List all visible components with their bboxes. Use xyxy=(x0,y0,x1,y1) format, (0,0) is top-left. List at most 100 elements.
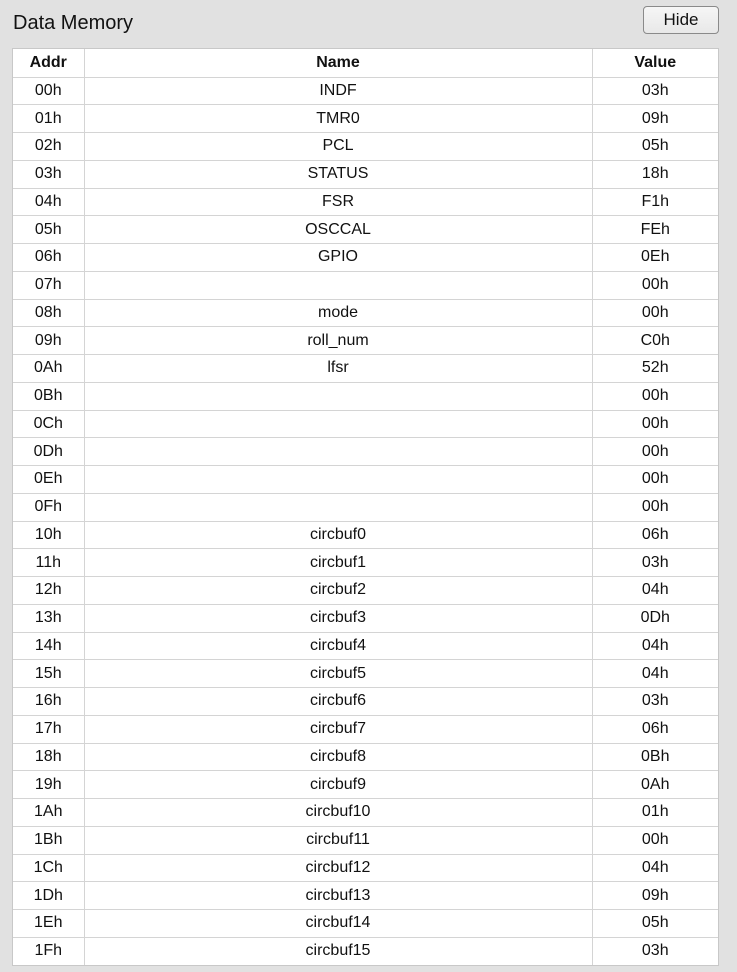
table-row[interactable]: 0Fh 00h xyxy=(13,493,718,522)
addr-cell: 1Eh xyxy=(13,909,84,938)
value-cell[interactable]: 00h xyxy=(591,382,718,411)
table-row[interactable]: 17h circbuf7 06h xyxy=(13,715,718,744)
table-header-row: Addr Name Value xyxy=(13,49,718,78)
value-cell[interactable]: 05h xyxy=(591,909,718,938)
table-row[interactable]: 0Eh 00h xyxy=(13,465,718,494)
name-cell: circbuf6 xyxy=(83,687,592,716)
table-row[interactable]: 0Dh 00h xyxy=(13,437,718,466)
table-row[interactable]: 12h circbuf2 04h xyxy=(13,576,718,605)
addr-cell: 11h xyxy=(13,548,84,577)
value-cell[interactable]: 0Ah xyxy=(591,770,718,799)
value-cell[interactable]: 06h xyxy=(591,521,718,550)
name-cell xyxy=(83,493,592,522)
addr-cell: 13h xyxy=(13,604,84,633)
table-row[interactable]: 00h INDF 03h xyxy=(13,77,718,106)
name-cell xyxy=(83,437,592,466)
table-row[interactable]: 02h PCL 05h xyxy=(13,132,718,161)
value-cell[interactable]: 01h xyxy=(591,798,718,827)
addr-cell: 09h xyxy=(13,326,84,355)
table-row[interactable]: 0Bh 00h xyxy=(13,382,718,411)
value-cell[interactable]: 00h xyxy=(591,493,718,522)
value-cell[interactable]: 09h xyxy=(591,881,718,910)
table-row[interactable]: 1Ah circbuf10 01h xyxy=(13,798,718,827)
name-cell: GPIO xyxy=(83,243,592,272)
value-cell[interactable]: 03h xyxy=(591,77,718,106)
table-row[interactable]: 19h circbuf9 0Ah xyxy=(13,770,718,799)
name-cell: circbuf13 xyxy=(83,881,592,910)
value-cell[interactable]: 0Bh xyxy=(591,743,718,772)
table-row[interactable]: 06h GPIO 0Eh xyxy=(13,243,718,272)
table-row[interactable]: 04h FSR F1h xyxy=(13,188,718,217)
value-cell[interactable]: 09h xyxy=(591,104,718,133)
value-cell[interactable]: 04h xyxy=(591,632,718,661)
value-cell[interactable]: 00h xyxy=(591,437,718,466)
table-row[interactable]: 15h circbuf5 04h xyxy=(13,659,718,688)
addr-cell: 03h xyxy=(13,160,84,189)
value-cell[interactable]: 00h xyxy=(591,826,718,855)
column-header-name[interactable]: Name xyxy=(83,49,592,78)
value-cell[interactable]: FEh xyxy=(591,215,718,244)
value-cell[interactable]: 00h xyxy=(591,465,718,494)
table-row[interactable]: 14h circbuf4 04h xyxy=(13,632,718,661)
table-row[interactable]: 1Bh circbuf11 00h xyxy=(13,826,718,855)
name-cell: circbuf10 xyxy=(83,798,592,827)
value-cell[interactable]: 0Dh xyxy=(591,604,718,633)
addr-cell: 05h xyxy=(13,215,84,244)
value-cell[interactable]: 18h xyxy=(591,160,718,189)
addr-cell: 1Bh xyxy=(13,826,84,855)
name-cell: circbuf12 xyxy=(83,854,592,883)
addr-cell: 02h xyxy=(13,132,84,161)
table-row[interactable]: 1Ch circbuf12 04h xyxy=(13,854,718,883)
table-row[interactable]: 10h circbuf0 06h xyxy=(13,521,718,550)
value-cell[interactable]: C0h xyxy=(591,326,718,355)
value-cell[interactable]: 00h xyxy=(591,271,718,300)
table-row[interactable]: 11h circbuf1 03h xyxy=(13,548,718,577)
name-cell: circbuf1 xyxy=(83,548,592,577)
table-row[interactable]: 18h circbuf8 0Bh xyxy=(13,743,718,772)
value-cell[interactable]: 00h xyxy=(591,410,718,439)
addr-cell: 1Fh xyxy=(34,942,63,960)
table-row[interactable]: 09h roll_num C0h xyxy=(13,326,718,355)
value-cell[interactable]: 03h xyxy=(591,937,718,965)
hide-button[interactable]: Hide xyxy=(643,6,719,34)
name-cell: PCL xyxy=(83,132,592,161)
name-cell: STATUS xyxy=(83,160,592,189)
table-row[interactable]: 01h TMR0 09h xyxy=(13,104,718,133)
name-cell xyxy=(83,271,592,300)
table-row[interactable]: 03h STATUS 18h xyxy=(13,160,718,189)
column-header-addr[interactable]: Addr xyxy=(13,49,84,78)
name-cell: circbuf14 xyxy=(83,909,592,938)
table-row[interactable]: 0Ah lfsr 52h xyxy=(13,354,718,383)
table-row[interactable]: 1Eh circbuf14 05h xyxy=(13,909,718,938)
table-row[interactable]: 07h 00h xyxy=(13,271,718,300)
value-cell[interactable]: 52h xyxy=(591,354,718,383)
table-row[interactable]: 16h circbuf6 03h xyxy=(13,687,718,716)
addr-cell: 18h xyxy=(13,743,84,772)
name-cell: circbuf7 xyxy=(83,715,592,744)
name-cell: lfsr xyxy=(83,354,592,383)
value-cell[interactable]: 0Eh xyxy=(591,243,718,272)
value-cell[interactable]: 03h xyxy=(591,548,718,577)
table-row[interactable]: 1Dh circbuf13 09h xyxy=(13,881,718,910)
addr-cell: 15h xyxy=(13,659,84,688)
addr-cell: 1Ah xyxy=(13,798,84,827)
value-cell[interactable]: F1h xyxy=(591,188,718,217)
table-row[interactable]: 08h mode 00h xyxy=(13,299,718,328)
value-cell[interactable]: 05h xyxy=(591,132,718,161)
value-cell[interactable]: 03h xyxy=(591,687,718,716)
table-row[interactable]: 05h OSCCAL FEh xyxy=(13,215,718,244)
name-cell: circbuf2 xyxy=(83,576,592,605)
name-cell: circbuf3 xyxy=(83,604,592,633)
column-header-value[interactable]: Value xyxy=(591,49,718,78)
value-cell[interactable]: 04h xyxy=(591,576,718,605)
addr-cell: 16h xyxy=(13,687,84,716)
value-cell[interactable]: 06h xyxy=(591,715,718,744)
value-cell[interactable]: 00h xyxy=(591,299,718,328)
name-cell: circbuf9 xyxy=(83,770,592,799)
table-row[interactable]: 1Fh circbuf15 03h xyxy=(13,937,718,965)
value-cell[interactable]: 04h xyxy=(591,659,718,688)
table-row[interactable]: 13h circbuf3 0Dh xyxy=(13,604,718,633)
table-row[interactable]: 0Ch 00h xyxy=(13,410,718,439)
value-cell[interactable]: 04h xyxy=(591,854,718,883)
addr-cell: 1Ch xyxy=(13,854,84,883)
